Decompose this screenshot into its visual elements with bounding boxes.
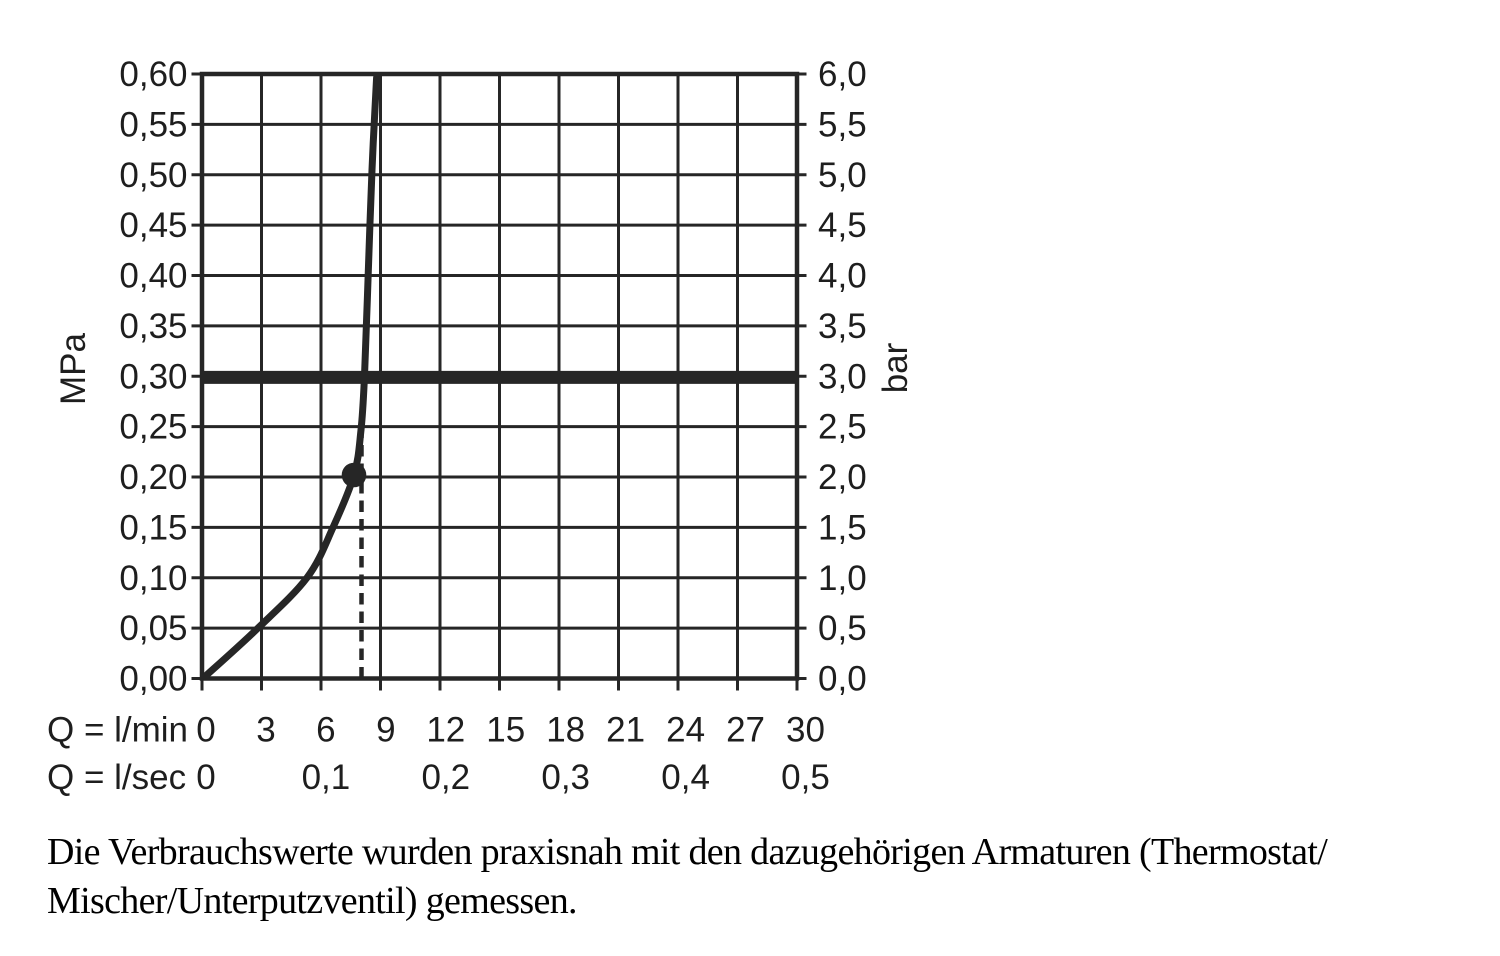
svg-text:30: 30 (786, 711, 825, 750)
svg-text:6,0: 6,0 (818, 55, 867, 94)
svg-text:6: 6 (316, 711, 335, 750)
svg-text:27: 27 (726, 711, 765, 750)
svg-text:3,5: 3,5 (818, 307, 867, 346)
svg-text:5,5: 5,5 (818, 105, 867, 144)
svg-text:0,50: 0,50 (119, 156, 187, 195)
svg-text:Die Verbrauchswerte wurden pra: Die Verbrauchswerte wurden praxisnah mit… (47, 831, 1328, 873)
svg-text:0,0: 0,0 (818, 660, 867, 699)
svg-text:5,0: 5,0 (818, 156, 867, 195)
svg-text:0,15: 0,15 (119, 508, 187, 547)
svg-text:0,55: 0,55 (119, 105, 187, 144)
svg-text:0,1: 0,1 (302, 758, 351, 797)
svg-text:2,0: 2,0 (818, 458, 867, 497)
svg-text:bar: bar (876, 342, 915, 393)
svg-text:4,0: 4,0 (818, 257, 867, 296)
svg-text:1,0: 1,0 (818, 559, 867, 598)
svg-text:0,5: 0,5 (781, 758, 830, 797)
svg-text:0,30: 0,30 (119, 357, 187, 396)
svg-text:0: 0 (196, 758, 215, 797)
svg-text:Q = l/min: Q = l/min (47, 711, 188, 750)
svg-text:Mischer/Unterputzventil) gemes: Mischer/Unterputzventil) gemessen. (47, 880, 577, 922)
svg-text:MPa: MPa (54, 332, 93, 405)
svg-text:0,40: 0,40 (119, 257, 187, 296)
svg-text:0,60: 0,60 (119, 55, 187, 94)
svg-text:9: 9 (376, 711, 395, 750)
svg-text:0,5: 0,5 (818, 609, 867, 648)
svg-text:0,45: 0,45 (119, 206, 187, 245)
svg-text:4,5: 4,5 (818, 206, 867, 245)
svg-text:24: 24 (666, 711, 705, 750)
svg-text:0,20: 0,20 (119, 458, 187, 497)
svg-text:2,5: 2,5 (818, 408, 867, 447)
svg-text:1,5: 1,5 (818, 508, 867, 547)
svg-text:3,0: 3,0 (818, 357, 867, 396)
svg-text:0,25: 0,25 (119, 408, 187, 447)
svg-text:0,3: 0,3 (541, 758, 590, 797)
svg-text:Q = l/sec: Q = l/sec (47, 758, 186, 797)
svg-text:15: 15 (486, 711, 525, 750)
svg-text:0,05: 0,05 (119, 609, 187, 648)
svg-text:18: 18 (546, 711, 585, 750)
svg-text:3: 3 (256, 711, 275, 750)
svg-text:0,00: 0,00 (119, 660, 187, 699)
svg-text:12: 12 (426, 711, 465, 750)
svg-text:0,2: 0,2 (421, 758, 470, 797)
svg-text:0,10: 0,10 (119, 559, 187, 598)
svg-text:0: 0 (196, 711, 215, 750)
svg-text:0,35: 0,35 (119, 307, 187, 346)
svg-text:0,4: 0,4 (661, 758, 710, 797)
svg-text:21: 21 (606, 711, 645, 750)
